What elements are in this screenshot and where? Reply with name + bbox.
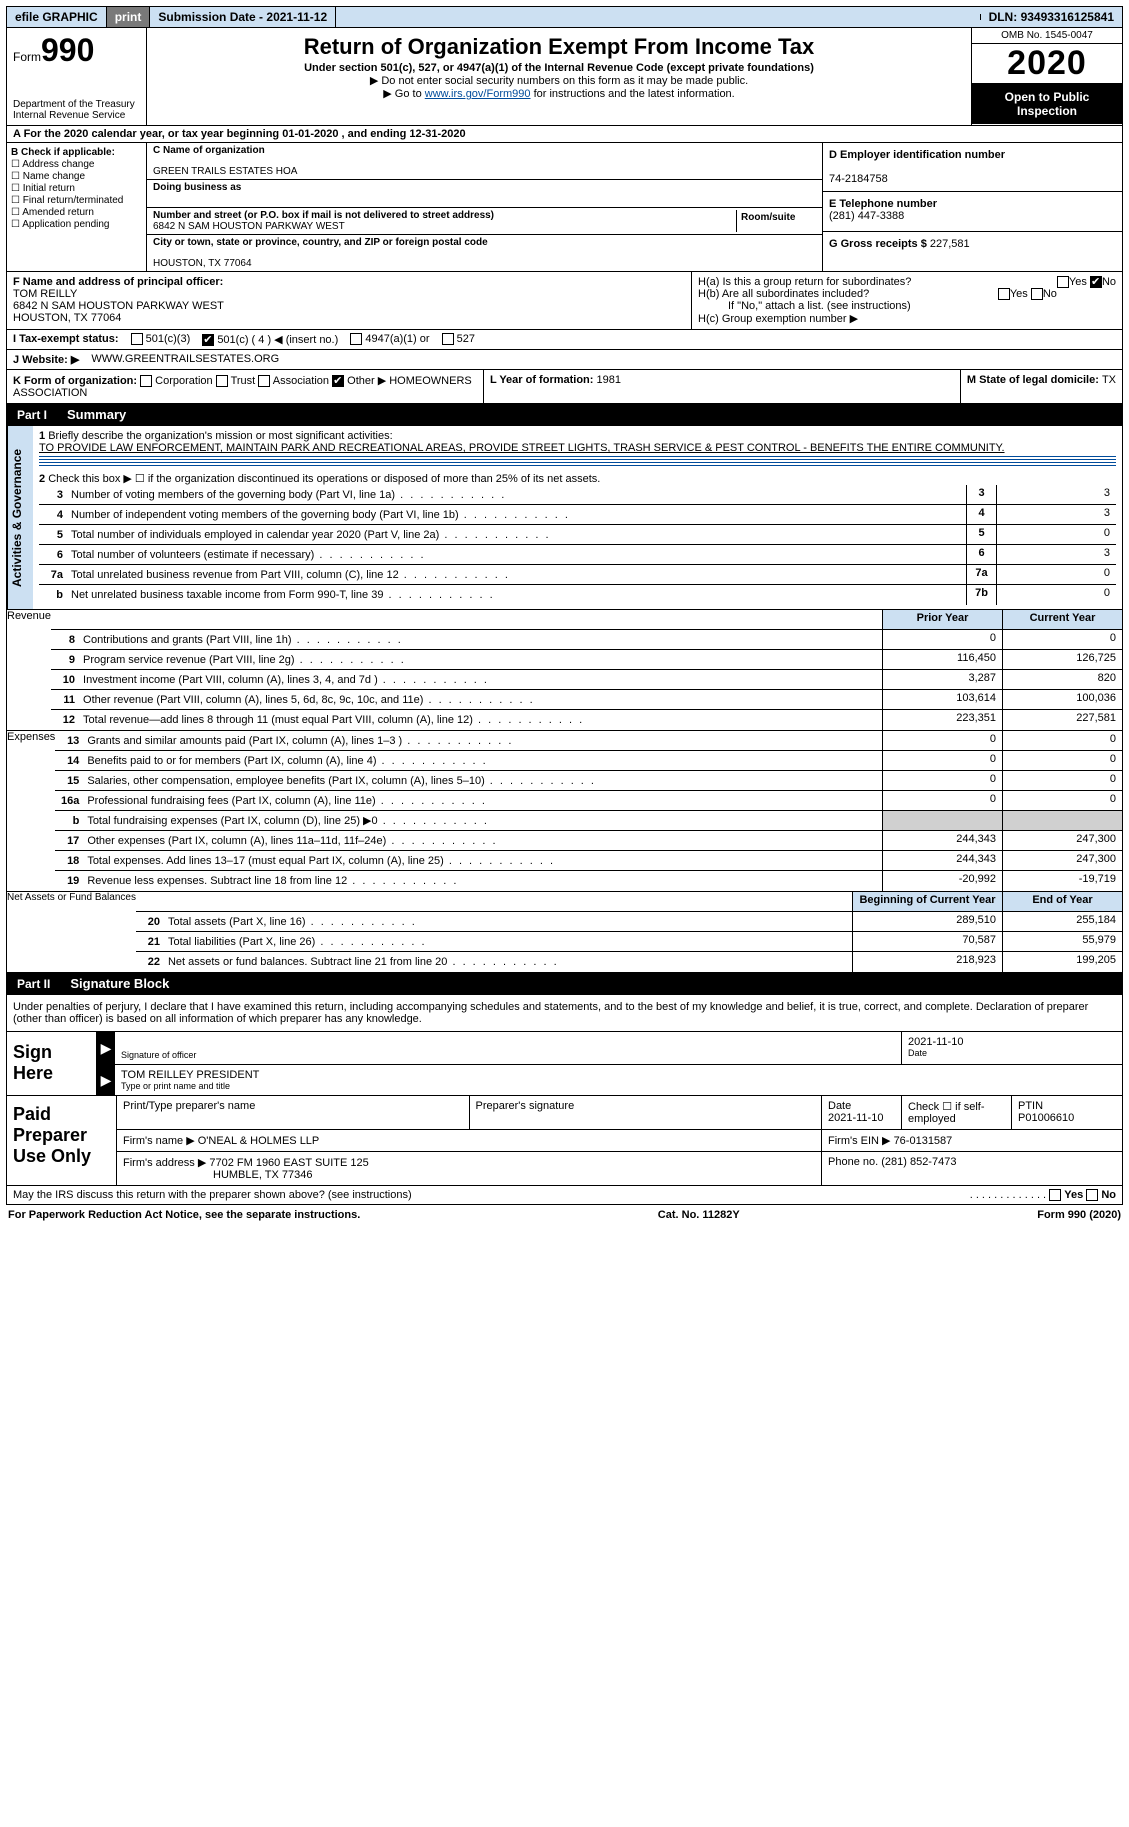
- table-row: 20Total assets (Part X, line 16)289,5102…: [136, 912, 1122, 932]
- header-right: OMB No. 1545-0047 2020 Open to Public In…: [972, 28, 1122, 125]
- section-revenue: Revenue Prior Year Current Year 8Contrib…: [6, 610, 1123, 731]
- table-row: 14Benefits paid to or for members (Part …: [55, 751, 1122, 771]
- table-row: 18Total expenses. Add lines 13–17 (must …: [55, 851, 1122, 871]
- header-left: Form990 Department of the Treasury Inter…: [7, 28, 147, 125]
- part-ii-header: Part II Signature Block: [6, 973, 1123, 995]
- top-bar: efile GRAPHIC print Submission Date - 20…: [6, 6, 1123, 28]
- gov-line: 4Number of independent voting members of…: [39, 505, 1116, 525]
- table-row: 21Total liabilities (Part X, line 26)70,…: [136, 932, 1122, 952]
- box-h: H(a) Is this a group return for subordin…: [692, 272, 1122, 329]
- table-row: 9Program service revenue (Part VIII, lin…: [51, 650, 1122, 670]
- gov-line: 7aTotal unrelated business revenue from …: [39, 565, 1116, 585]
- table-row: 15Salaries, other compensation, employee…: [55, 771, 1122, 791]
- header-center: Return of Organization Exempt From Incom…: [147, 28, 972, 125]
- table-row: 11Other revenue (Part VIII, column (A), …: [51, 690, 1122, 710]
- table-row: 17Other expenses (Part IX, column (A), l…: [55, 831, 1122, 851]
- form-title: Return of Organization Exempt From Incom…: [153, 34, 965, 60]
- gov-line: 3Number of voting members of the governi…: [39, 485, 1116, 505]
- table-row: 16aProfessional fundraising fees (Part I…: [55, 791, 1122, 811]
- table-row: 12Total revenue—add lines 8 through 11 (…: [51, 710, 1122, 730]
- row-a: A For the 2020 calendar year, or tax yea…: [6, 126, 1123, 143]
- submission-date: Submission Date - 2021-11-12: [150, 7, 336, 27]
- table-row: 10Investment income (Part VIII, column (…: [51, 670, 1122, 690]
- paid-preparer: Paid Preparer Use Only Print/Type prepar…: [6, 1096, 1123, 1186]
- sign-arrow-icon: ▶: [97, 1065, 115, 1095]
- part-i-header: Part I Summary: [6, 404, 1123, 426]
- efile-label: efile GRAPHIC: [7, 7, 107, 27]
- section-net-assets: Net Assets or Fund Balances Beginning of…: [6, 892, 1123, 973]
- box-f: F Name and address of principal officer:…: [7, 272, 692, 329]
- block-fh: F Name and address of principal officer:…: [6, 272, 1123, 330]
- signature-declaration: Under penalties of perjury, I declare th…: [6, 995, 1123, 1032]
- table-row: 13Grants and similar amounts paid (Part …: [55, 731, 1122, 751]
- footer: For Paperwork Reduction Act Notice, see …: [6, 1205, 1123, 1225]
- print-button[interactable]: print: [107, 7, 151, 27]
- table-row: 8Contributions and grants (Part VIII, li…: [51, 630, 1122, 650]
- dln: DLN: 93493316125841: [981, 7, 1122, 27]
- discuss-line: May the IRS discuss this return with the…: [6, 1186, 1123, 1205]
- box-c: C Name of organization GREEN TRAILS ESTA…: [147, 143, 822, 271]
- box-b: B Check if applicable: ☐ Address change …: [7, 143, 147, 271]
- box-j: J Website: ▶ WWW.GREENTRAILSESTATES.ORG: [6, 350, 1123, 370]
- block-klm: K Form of organization: Corporation Trus…: [6, 370, 1123, 404]
- box-i: I Tax-exempt status: 501(c)(3) 501(c) ( …: [6, 330, 1123, 350]
- topbar-spacer: [336, 14, 980, 20]
- sign-arrow-icon: ▶: [97, 1032, 115, 1064]
- gov-line: 6Total number of volunteers (estimate if…: [39, 545, 1116, 565]
- sign-here: Sign Here ▶ Signature of officer 2021-11…: [6, 1032, 1123, 1096]
- section-governance: Activities & Governance 1 Briefly descri…: [6, 426, 1123, 610]
- gov-line: 5Total number of individuals employed in…: [39, 525, 1116, 545]
- boxes-deg: D Employer identification number 74-2184…: [822, 143, 1122, 271]
- section-expenses: Expenses 13Grants and similar amounts pa…: [6, 731, 1123, 892]
- block-bcdeg: B Check if applicable: ☐ Address change …: [6, 143, 1123, 272]
- table-row: 22Net assets or fund balances. Subtract …: [136, 952, 1122, 972]
- form-header: Form990 Department of the Treasury Inter…: [6, 28, 1123, 126]
- irs-link[interactable]: www.irs.gov/Form990: [425, 88, 531, 100]
- table-row: bTotal fundraising expenses (Part IX, co…: [55, 811, 1122, 831]
- gov-line: bNet unrelated business taxable income f…: [39, 585, 1116, 605]
- table-row: 19Revenue less expenses. Subtract line 1…: [55, 871, 1122, 891]
